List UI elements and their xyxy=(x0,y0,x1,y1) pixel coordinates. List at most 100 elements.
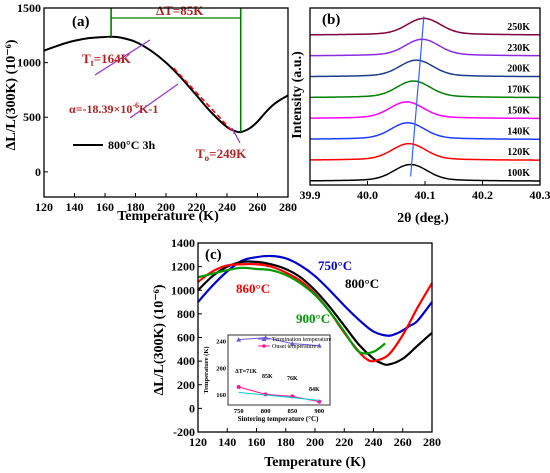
inset-plot: 750 800 850 900 160 200 240 xyxy=(216,335,324,415)
inset-marker-term xyxy=(289,341,295,346)
b-series-label: 120K xyxy=(507,147,530,158)
c-y-axis-title: ΔL/L(300K) (10⁻⁶) xyxy=(152,284,167,395)
panel-b: 100K 120K 140K 150K 170K 200K 230K 250K 39.9 40.… xyxy=(290,7,550,226)
b-series-label: 100K xyxy=(507,168,530,179)
a-x-tick-label: 280 xyxy=(279,200,297,214)
inset-series-line xyxy=(238,391,320,401)
c-y-tick-label: 600 xyxy=(177,331,195,345)
inset-delta-0: ΔT=71K xyxy=(235,369,257,375)
a-annotations: ΔT=85K Tt=164K α=-18.39×10-6K-1 To=249K xyxy=(69,3,247,163)
c-y-tick-label: 0 xyxy=(189,401,195,415)
c-x-tick-label: 180 xyxy=(277,435,295,449)
b-peak-trend-line xyxy=(410,16,425,177)
inset-legend-onset: Onset temperature xyxy=(272,344,316,350)
c-axes: 120 140 160 180 200 220 240 260 280 -200 0 200 400 60… xyxy=(171,236,441,449)
inset-series-line xyxy=(238,337,320,347)
b-series-labels: 100K 120K 140K 150K 170K 200K 230K 250K xyxy=(507,22,530,179)
a-y-tick-label: 0 xyxy=(35,165,41,179)
c-x-tick-label: 280 xyxy=(423,435,441,449)
b-x-tick-label: 40.3 xyxy=(530,188,550,202)
a-series-line xyxy=(43,35,289,134)
c-x-tick-label: 160 xyxy=(248,435,266,449)
a-tt-label: Tt=164K xyxy=(82,51,132,68)
b-series-label: 230K xyxy=(507,43,530,54)
b-x-tick-label: 40.0 xyxy=(357,188,378,202)
b-x-tick-label: 40.1 xyxy=(415,188,436,202)
c-series-line xyxy=(197,266,386,355)
a-tangent-line xyxy=(173,67,236,135)
c-x-axis-title: Temperature (K) xyxy=(264,455,366,470)
a-arrow-tt xyxy=(94,39,151,76)
c-label-860: 860°C xyxy=(236,281,270,296)
b-curves xyxy=(309,17,541,182)
c-x-tick-label: 220 xyxy=(335,435,353,449)
c-y-tick-label: 1200 xyxy=(171,260,195,274)
b-series-line xyxy=(309,59,541,78)
a-panel-label: (a) xyxy=(72,14,90,30)
c-series-line xyxy=(197,254,433,337)
b-series-label: 150K xyxy=(507,105,530,116)
a-to-label: To=249K xyxy=(196,146,247,163)
a-x-tick-label: 120 xyxy=(35,200,53,214)
inset-marker-term xyxy=(236,337,242,342)
b-series-line xyxy=(309,38,541,57)
a-y-tick-label: 1500 xyxy=(17,1,41,15)
inset-legend: Termination temperature Onset temperatur… xyxy=(258,337,332,350)
c-y-tick-label: 1400 xyxy=(171,236,195,250)
b-series-label: 200K xyxy=(507,64,530,75)
a-y-tick-label: 1000 xyxy=(17,56,41,70)
b-series-label: 170K xyxy=(507,85,530,96)
a-x-tick-label: 180 xyxy=(127,200,145,214)
b-series-label: 140K xyxy=(507,126,530,137)
b-x-tick-label: 40.2 xyxy=(472,188,493,202)
a-x-tick-label: 260 xyxy=(249,200,267,214)
a-x-axis-title: Temperature (K) xyxy=(117,209,219,224)
b-axes: 39.9 40.0 40.1 40.2 40.3 xyxy=(300,7,550,202)
inset-delta-1: 85K xyxy=(262,374,273,380)
b-series-line xyxy=(309,121,541,140)
b-x-axis-title: 2θ (deg.) xyxy=(397,211,449,226)
a-legend: 800°C 3h xyxy=(73,138,155,152)
c-inset: 750 800 850 900 160 200 240 Termination temper… xyxy=(203,334,332,423)
panel-a: ΔT=85K Tt=164K α=-18.39×10-6K-1 To=249K … xyxy=(4,1,297,224)
inset-x-tick-label: 900 xyxy=(314,408,324,415)
a-x-tick-label: 140 xyxy=(66,200,84,214)
c-x-tick-label: 120 xyxy=(189,435,207,449)
inset-marker-onset xyxy=(236,385,241,389)
c-x-tick-label: 140 xyxy=(218,435,236,449)
inset-delta-3: 84K xyxy=(309,387,320,393)
inset-delta-2: 76K xyxy=(287,376,298,382)
c-x-tick-label: 200 xyxy=(306,435,324,449)
c-y-tick-label: 1000 xyxy=(171,283,195,297)
a-alpha-label: α=-18.39×10-6K-1 xyxy=(69,101,158,116)
c-x-tick-label: 240 xyxy=(365,435,383,449)
a-y-tick-label: 500 xyxy=(23,110,41,124)
inset-y-tick-label: 160 xyxy=(216,392,226,399)
a-y-axis-title: ΔL/L(300K) (10⁻⁶) xyxy=(4,39,19,150)
a-legend-label: 800°C 3h xyxy=(108,138,155,152)
a-x-tick-label: 200 xyxy=(157,200,175,214)
inset-y-tick-label: 200 xyxy=(216,365,226,372)
c-y-tick-label: -200 xyxy=(173,425,195,439)
b-series-line xyxy=(309,163,541,182)
c-x-tick-label: 260 xyxy=(394,435,412,449)
c-label-900: 900°C xyxy=(296,311,330,326)
a-arrow-alpha xyxy=(129,83,179,119)
inset-y-tick-label: 240 xyxy=(216,339,226,346)
a-axes: 120 140 160 180 200 220 240 260 280 0 500 1000 1500 xyxy=(17,1,297,214)
a-x-tick-label: 240 xyxy=(218,200,236,214)
c-curves xyxy=(197,254,433,366)
b-series-line xyxy=(309,101,541,120)
inset-x-tick-label: 850 xyxy=(288,408,298,415)
b-series-line xyxy=(309,142,541,161)
inset-legend-marker-onset xyxy=(262,344,266,348)
c-label-750: 750°C xyxy=(318,258,352,273)
a-x-tick-label: 220 xyxy=(188,200,206,214)
inset-marker-onset xyxy=(263,392,268,397)
c-label-800: 800°C xyxy=(345,276,379,291)
panel-c: 120 140 160 180 200 220 240 260 280 -200 0 200 400 60… xyxy=(152,236,441,470)
b-x-tick-label: 39.9 xyxy=(300,188,321,202)
b-series-label: 250K xyxy=(507,22,530,33)
a-x-tick-label: 160 xyxy=(96,200,114,214)
